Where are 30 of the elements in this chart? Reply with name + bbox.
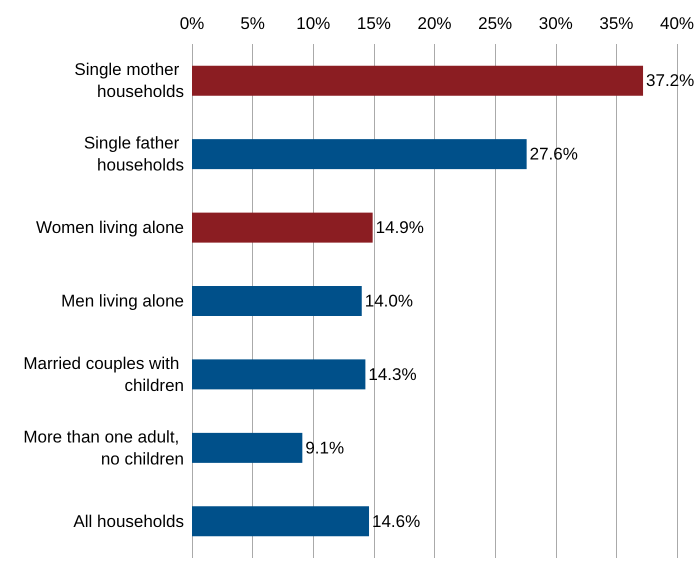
data-label: 14.9% [376,218,424,238]
y-tick-label: More than one adult, no children [23,427,184,468]
bar [192,212,373,243]
x-tick-label: 20% [417,14,452,33]
x-tick-label: 15% [356,14,391,33]
data-label: 14.3% [368,364,417,384]
y-tick-label: Men living alone [61,292,184,310]
bar [192,432,302,463]
x-tick-label: 0% [180,14,204,33]
x-tick-label: 5% [240,14,265,33]
y-tick-label: Single father households [84,134,184,175]
x-tick-label: 35% [599,14,634,33]
data-label: 37.2% [646,71,694,90]
y-tick-label: Married couples with children [23,354,184,395]
bar [192,139,527,170]
bar [192,506,370,536]
x-tick-label: 40% [660,14,694,33]
x-tick-label: 10% [296,14,330,33]
bar [192,359,366,390]
x-tick-label: 30% [538,14,573,33]
data-label: 14.6% [372,512,420,531]
x-tick-label: 25% [478,14,512,33]
bar [192,66,644,96]
data-label: 27.6% [530,144,578,164]
y-tick-label: All households [73,512,184,531]
data-label: 9.1% [305,438,344,458]
data-label: 14.0% [364,292,413,310]
y-tick-label: Women living alone [36,218,184,238]
y-tick-label: Single mother households [74,60,184,102]
bar [192,286,362,316]
